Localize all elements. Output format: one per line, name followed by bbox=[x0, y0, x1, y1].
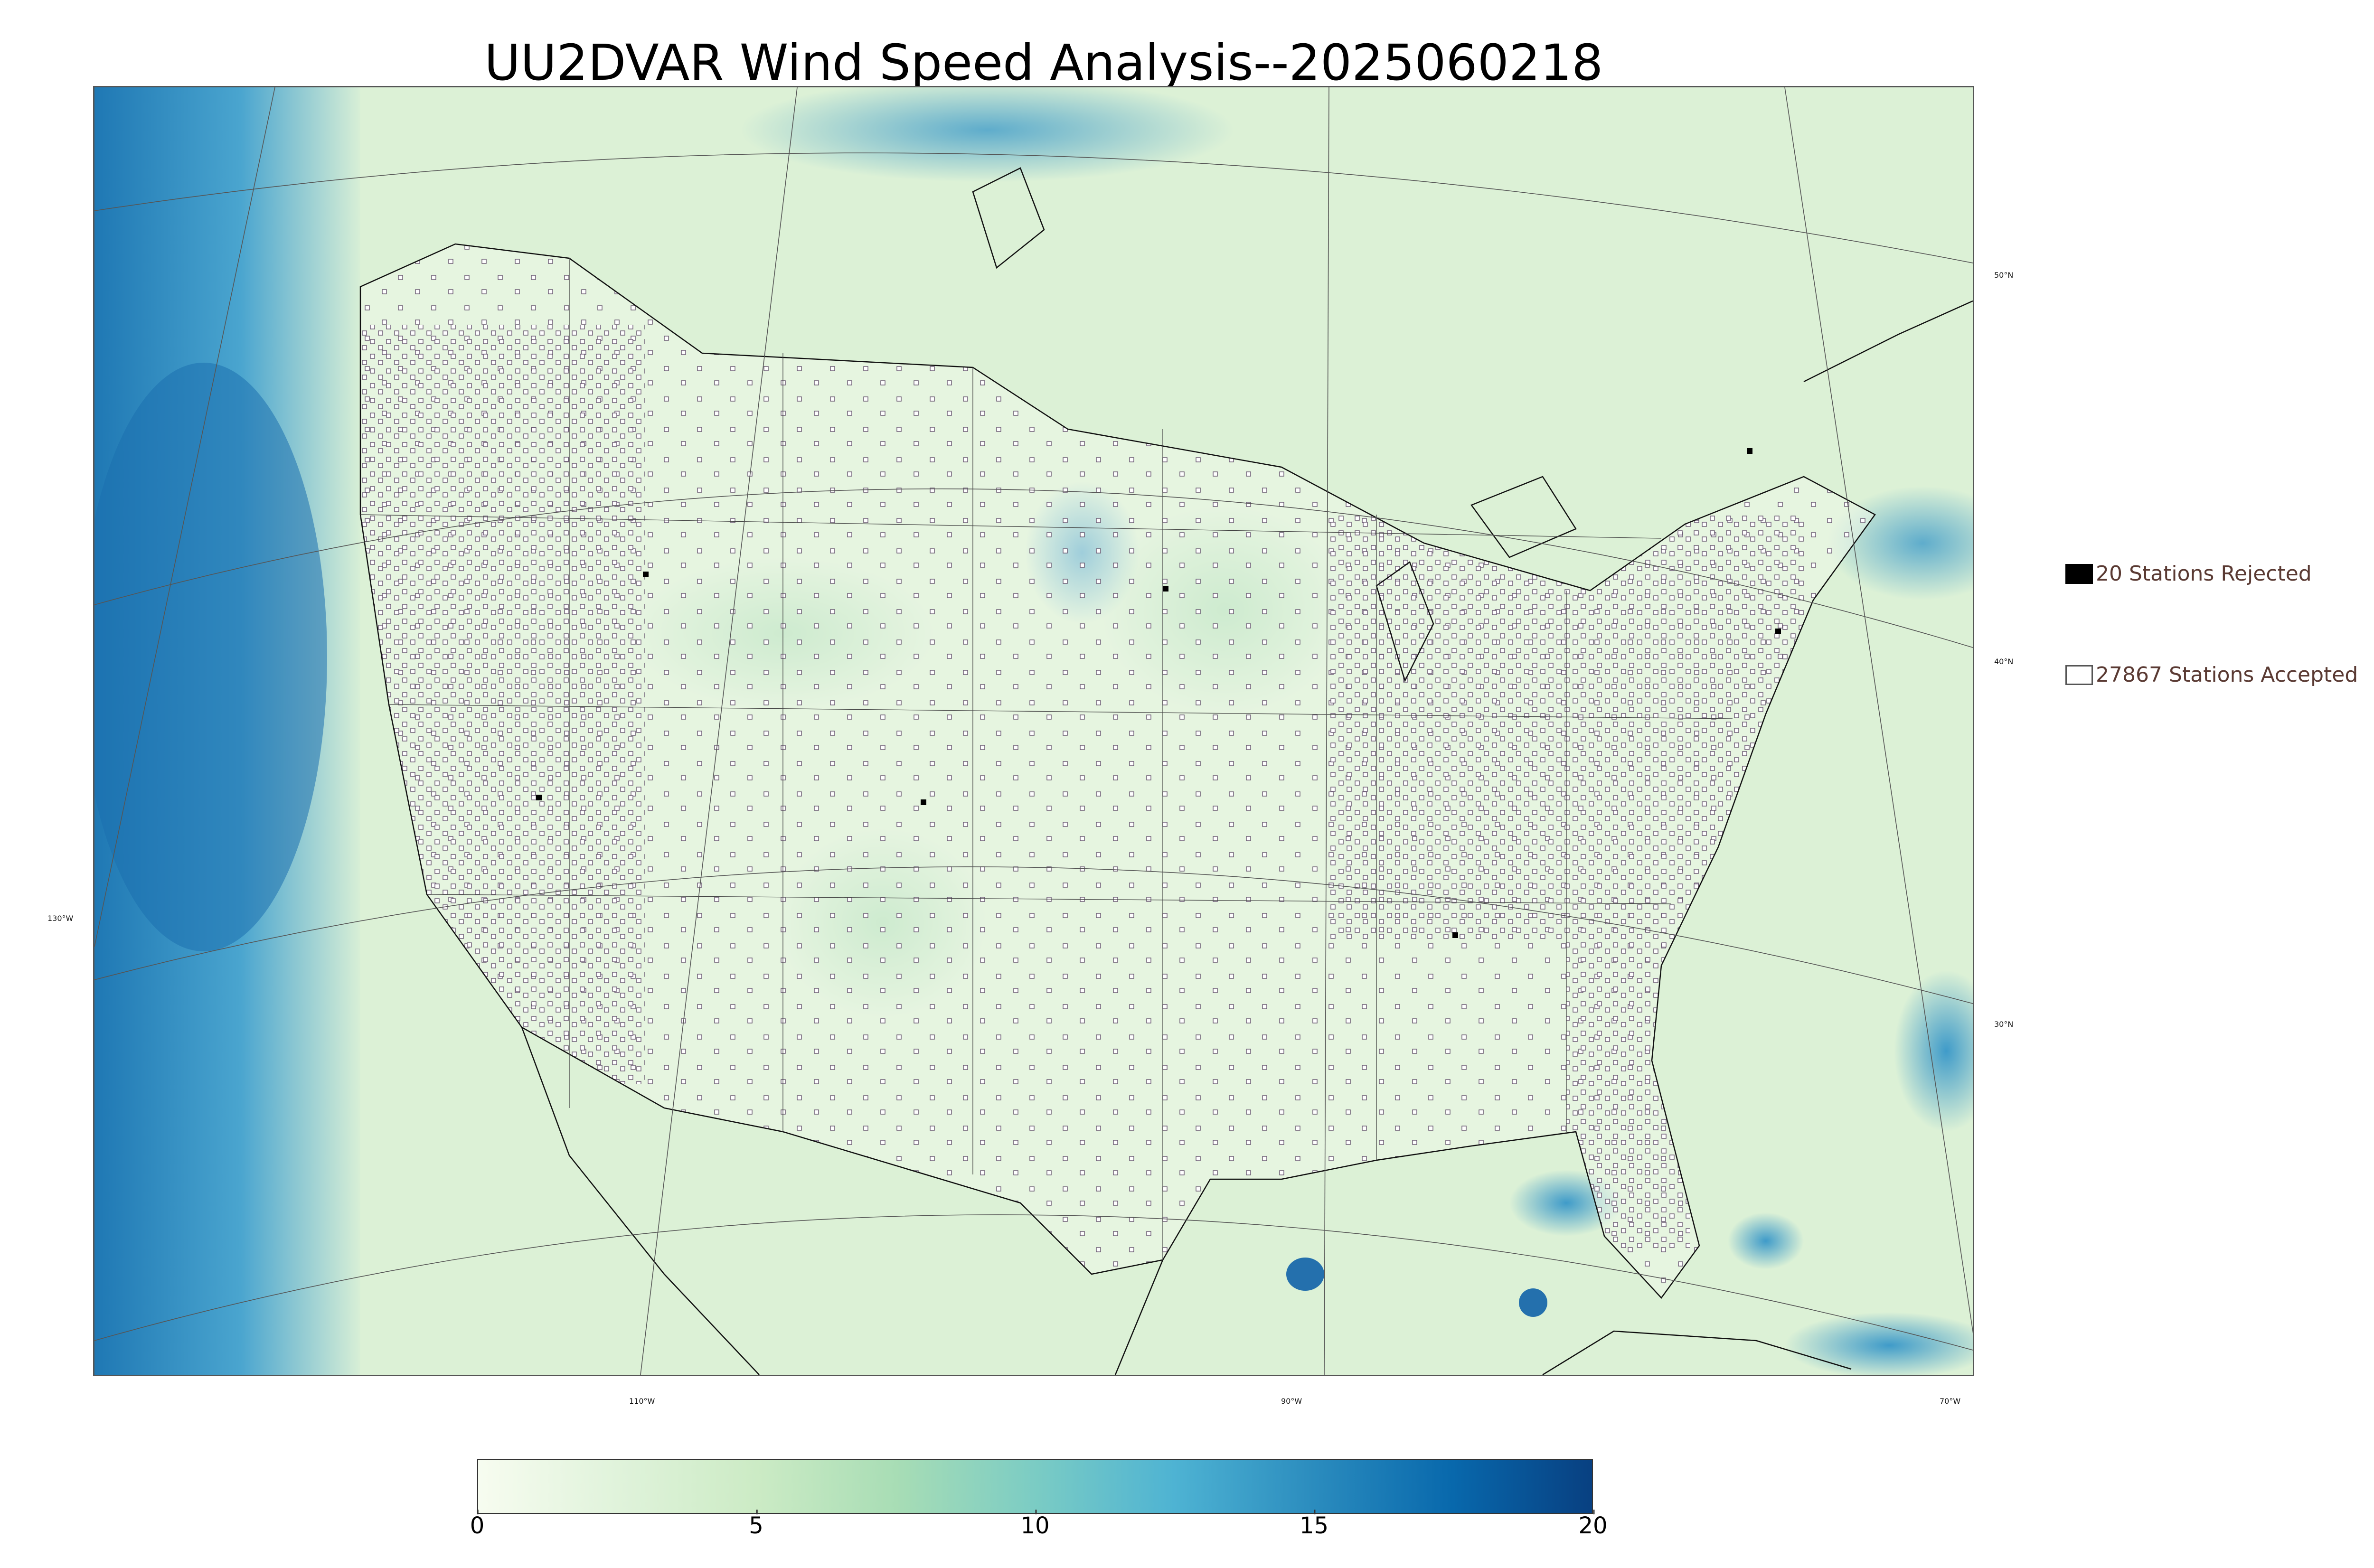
colorbar-tick-label: 20 bbox=[1578, 1510, 1608, 1539]
colorbar-tick-label: 5 bbox=[749, 1510, 763, 1539]
colorbar-tick-label: 0 bbox=[470, 1510, 485, 1539]
map-title: UU2DVAR Wind Speed Analysis--2025060218 bbox=[484, 34, 1603, 92]
colorbar-tick-label: 10 bbox=[1020, 1510, 1050, 1539]
lon-label-130w: 130°W bbox=[47, 914, 74, 923]
lon-label-90w: 90°W bbox=[1281, 1397, 1302, 1406]
legend-rejected-label: 20 Stations Rejected bbox=[2096, 562, 2312, 586]
legend-accepted-label: 27867 Stations Accepted bbox=[2096, 663, 2358, 687]
state-boundaries bbox=[360, 258, 1733, 1260]
coastlines-and-borders bbox=[359, 167, 1973, 1375]
wind-speed-colorbar bbox=[477, 1459, 1593, 1514]
lat-label-50n: 50°N bbox=[1994, 271, 2014, 280]
rejected-swatch bbox=[2065, 563, 2093, 584]
graticule-lines bbox=[94, 87, 1973, 1375]
accepted-swatch bbox=[2065, 665, 2093, 685]
lat-label-40n: 40°N bbox=[1994, 657, 2014, 666]
legend-accepted: 27867 Stations Accepted bbox=[2065, 663, 2358, 687]
map-area[interactable] bbox=[93, 86, 1974, 1376]
lon-label-70w: 70°W bbox=[1940, 1397, 1961, 1406]
legend-rejected: 20 Stations Rejected bbox=[2065, 562, 2312, 586]
colorbar-tick-label: 15 bbox=[1299, 1510, 1329, 1539]
station-markers-rejected bbox=[536, 448, 1781, 938]
lat-label-30n: 30°N bbox=[1994, 1020, 2014, 1029]
wind-speed-map bbox=[94, 87, 1973, 1375]
lon-label-110w: 110°W bbox=[629, 1397, 655, 1406]
